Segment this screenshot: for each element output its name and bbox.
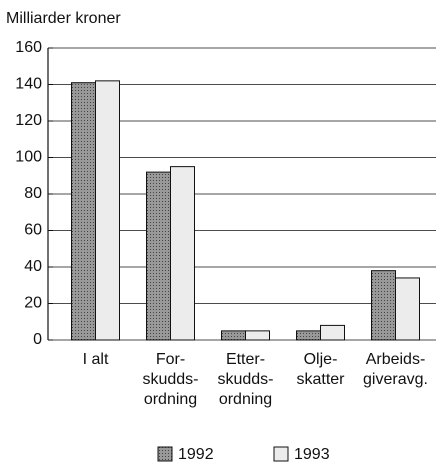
bar bbox=[371, 270, 396, 341]
y-tick-label: 60 bbox=[24, 222, 42, 239]
x-tick-label: For- bbox=[156, 351, 185, 368]
x-tick-label: skatter bbox=[296, 371, 345, 388]
y-tick-label: 20 bbox=[24, 295, 42, 312]
y-tick-label: 100 bbox=[15, 149, 42, 166]
y-tick-label: 160 bbox=[15, 39, 42, 56]
bar bbox=[296, 330, 321, 341]
x-tick-label: skudds- bbox=[142, 371, 198, 388]
y-tick-label: 80 bbox=[24, 185, 42, 202]
bar bbox=[146, 171, 171, 341]
y-tick-label: 140 bbox=[15, 76, 42, 93]
x-tick-label: giveravg. bbox=[363, 371, 428, 388]
x-tick-label: ordning bbox=[144, 391, 197, 408]
legend-label: 1992 bbox=[178, 446, 214, 463]
x-tick-label: I alt bbox=[83, 351, 109, 368]
y-axis-label: Milliarder kroner bbox=[6, 10, 121, 27]
x-tick-label: skudds- bbox=[217, 371, 273, 388]
x-tick-label: Arbeids- bbox=[366, 351, 426, 368]
x-tick-label: ordning bbox=[219, 391, 272, 408]
legend-swatch bbox=[273, 446, 289, 462]
legend-swatch bbox=[157, 446, 173, 462]
bar bbox=[221, 330, 246, 341]
y-tick-label: 40 bbox=[24, 258, 42, 275]
y-tick-label: 0 bbox=[33, 331, 42, 348]
bar bbox=[170, 166, 195, 341]
x-tick-label: Etter- bbox=[226, 351, 265, 368]
bar bbox=[71, 82, 96, 341]
legend-label: 1993 bbox=[294, 446, 330, 463]
y-tick-label: 120 bbox=[15, 112, 42, 129]
bar bbox=[245, 330, 270, 341]
x-tick-label: Olje- bbox=[304, 351, 338, 368]
bar bbox=[320, 324, 345, 341]
bar bbox=[395, 277, 420, 341]
bar bbox=[95, 80, 120, 341]
